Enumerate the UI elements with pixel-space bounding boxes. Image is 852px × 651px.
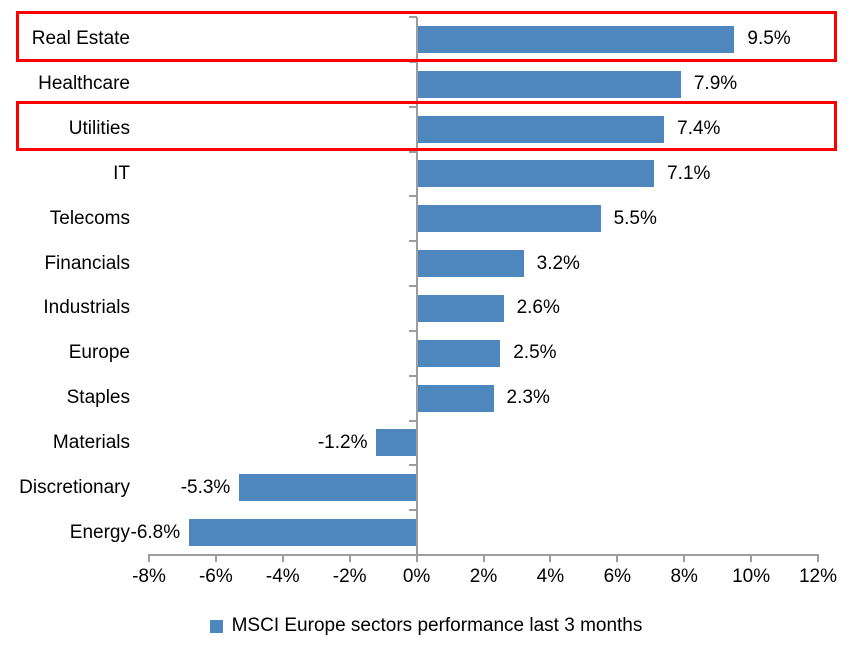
y-axis-tick: [408, 419, 417, 422]
value-label: 9.5%: [747, 28, 791, 50]
category-label: Europe: [68, 342, 130, 364]
x-axis-tick-label: -4%: [265, 566, 300, 587]
bar: [416, 294, 504, 322]
category-label: Financials: [44, 252, 130, 274]
y-axis-line: [415, 17, 418, 555]
y-axis-tick: [408, 285, 417, 287]
x-axis-tick-label: 2%: [469, 566, 498, 587]
legend-label: MSCI Europe sectors performance last 3 m…: [231, 615, 643, 636]
value-label: 7.4%: [677, 118, 721, 140]
x-axis-tick-label: 12%: [798, 566, 838, 587]
bar: [189, 519, 417, 547]
bar: [416, 25, 735, 53]
x-axis-tick: [482, 554, 485, 562]
x-axis-tick-label: 8%: [670, 566, 698, 587]
category-label: Healthcare: [38, 73, 130, 95]
value-label: 5.5%: [613, 207, 657, 229]
bar: [416, 70, 681, 98]
value-label: 7.1%: [667, 162, 711, 184]
y-axis-tick: [408, 150, 417, 153]
x-axis-tick-label: 6%: [603, 566, 632, 587]
y-axis-tick: [408, 240, 417, 243]
category-label: Discretionary: [19, 476, 130, 498]
category-label: Materials: [52, 431, 130, 453]
x-axis-tick: [750, 554, 753, 562]
value-label: 3.2%: [536, 252, 580, 274]
highlight-box: [16, 11, 837, 62]
x-axis-tick-label: 10%: [732, 566, 771, 587]
x-axis-tick: [148, 554, 150, 562]
y-axis-tick: [408, 464, 417, 467]
bar: [416, 250, 524, 278]
y-axis-tick: [408, 509, 417, 512]
value-label: 2.3%: [506, 387, 550, 409]
value-label: -1.2%: [317, 431, 368, 453]
y-axis-tick: [408, 105, 417, 108]
category-label: Utilities: [68, 118, 130, 140]
bar: [239, 474, 417, 502]
x-axis-tick: [415, 554, 418, 562]
y-axis-tick: [408, 60, 417, 63]
x-axis-tick-label: 0%: [402, 566, 431, 587]
value-label: -6.8%: [130, 521, 181, 543]
value-label: 2.5%: [513, 342, 557, 364]
category-label: Telecoms: [49, 207, 130, 229]
x-axis-tick: [214, 554, 217, 562]
bar: [416, 384, 494, 412]
bar: [376, 429, 417, 457]
x-axis-tick: [549, 554, 552, 562]
value-label: 7.9%: [693, 73, 738, 95]
y-axis-tick: [408, 374, 417, 377]
x-axis-tick: [817, 554, 819, 562]
bar: [416, 205, 601, 233]
x-axis-tick-label: -8%: [132, 566, 166, 587]
x-axis-tick-label: 4%: [536, 566, 565, 587]
value-label: -5.3%: [180, 476, 231, 498]
x-axis-tick-label: -2%: [332, 566, 367, 587]
bar: [416, 160, 655, 188]
x-axis-tick: [616, 554, 619, 562]
value-label: 2.6%: [516, 297, 560, 319]
x-axis-tick: [683, 554, 686, 562]
chart-legend: MSCI Europe sectors performance last 3 m…: [0, 608, 852, 644]
category-label: Industrials: [43, 297, 130, 319]
category-label: Staples: [66, 387, 130, 409]
legend-swatch-icon: [209, 619, 223, 633]
highlight-box: [16, 100, 837, 152]
x-axis-tick: [281, 554, 284, 562]
y-axis-tick: [408, 329, 417, 332]
y-axis-tick: [408, 16, 417, 18]
x-axis-tick: [348, 554, 351, 562]
category-label: Energy: [69, 521, 130, 543]
category-label: IT: [113, 162, 130, 184]
bar: [416, 339, 501, 367]
y-axis-tick: [408, 195, 417, 198]
category-label: Real Estate: [31, 28, 130, 50]
bar: [416, 115, 665, 143]
x-axis-tick-label: -6%: [198, 566, 233, 587]
